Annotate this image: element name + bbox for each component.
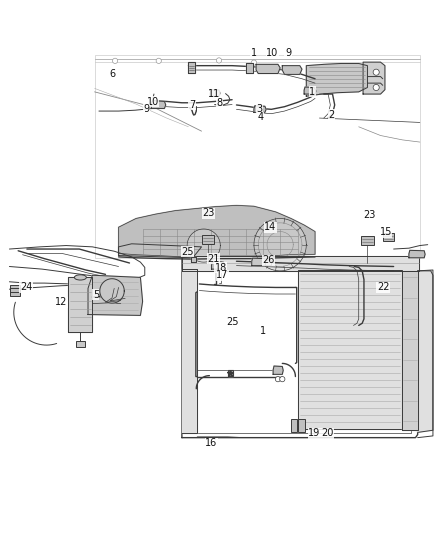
Text: 9: 9: [144, 104, 150, 114]
Text: 17: 17: [216, 270, 229, 280]
Text: 8: 8: [217, 98, 223, 108]
Polygon shape: [187, 229, 220, 262]
Text: 1: 1: [260, 326, 266, 336]
Bar: [95, 55, 420, 258]
Polygon shape: [182, 256, 419, 271]
Polygon shape: [304, 87, 316, 94]
Polygon shape: [246, 62, 253, 73]
Polygon shape: [273, 366, 283, 374]
Bar: [11, 285, 20, 296]
Polygon shape: [68, 277, 92, 332]
Polygon shape: [306, 63, 367, 96]
Polygon shape: [256, 64, 280, 74]
Text: 1: 1: [309, 87, 315, 97]
Polygon shape: [119, 205, 315, 257]
Bar: [290, 419, 297, 432]
Circle shape: [113, 58, 118, 63]
Circle shape: [280, 376, 285, 382]
Text: 25: 25: [181, 247, 194, 257]
Polygon shape: [191, 257, 196, 262]
Text: 18: 18: [215, 263, 227, 273]
Polygon shape: [363, 62, 385, 94]
Text: 5: 5: [93, 290, 99, 300]
Bar: [202, 235, 214, 244]
Circle shape: [251, 60, 257, 65]
Circle shape: [373, 69, 379, 75]
Text: 25: 25: [226, 317, 238, 327]
Polygon shape: [119, 244, 201, 258]
Text: 10: 10: [266, 47, 279, 58]
Circle shape: [156, 58, 161, 63]
Polygon shape: [88, 275, 143, 316]
Text: 24: 24: [20, 282, 32, 293]
Text: 2: 2: [328, 110, 334, 119]
Circle shape: [216, 58, 222, 63]
Text: 9: 9: [285, 47, 291, 58]
Bar: [298, 419, 304, 432]
Polygon shape: [283, 66, 302, 75]
Text: 21: 21: [208, 254, 220, 264]
Polygon shape: [418, 271, 433, 432]
Polygon shape: [210, 90, 220, 96]
Text: 4: 4: [258, 112, 264, 122]
Text: 10: 10: [146, 97, 159, 107]
Text: 26: 26: [263, 255, 275, 265]
Bar: [383, 233, 394, 241]
Polygon shape: [228, 369, 233, 376]
Text: 3: 3: [257, 104, 263, 114]
Polygon shape: [100, 279, 124, 303]
Polygon shape: [409, 251, 425, 258]
Text: 15: 15: [380, 228, 392, 237]
Text: 22: 22: [377, 282, 389, 293]
Polygon shape: [252, 258, 266, 265]
Polygon shape: [254, 106, 266, 112]
Circle shape: [373, 84, 379, 91]
Polygon shape: [182, 269, 197, 433]
Text: 1: 1: [251, 47, 257, 58]
Polygon shape: [265, 260, 272, 265]
Text: 16: 16: [205, 438, 217, 448]
Text: 14: 14: [265, 222, 277, 232]
Text: 7: 7: [189, 100, 195, 110]
Text: 6: 6: [109, 69, 115, 79]
Polygon shape: [403, 271, 418, 430]
Polygon shape: [297, 270, 403, 429]
Text: 19: 19: [308, 429, 320, 438]
Polygon shape: [254, 219, 306, 271]
Text: 11: 11: [208, 89, 220, 99]
Text: 20: 20: [321, 429, 333, 438]
Bar: [76, 341, 85, 347]
Ellipse shape: [74, 275, 86, 280]
Text: 12: 12: [55, 297, 67, 308]
Text: 23: 23: [202, 208, 215, 218]
Polygon shape: [151, 101, 166, 108]
Polygon shape: [188, 62, 195, 73]
Bar: [361, 236, 374, 245]
Circle shape: [276, 376, 281, 382]
Polygon shape: [212, 262, 224, 269]
Text: 23: 23: [363, 210, 375, 220]
